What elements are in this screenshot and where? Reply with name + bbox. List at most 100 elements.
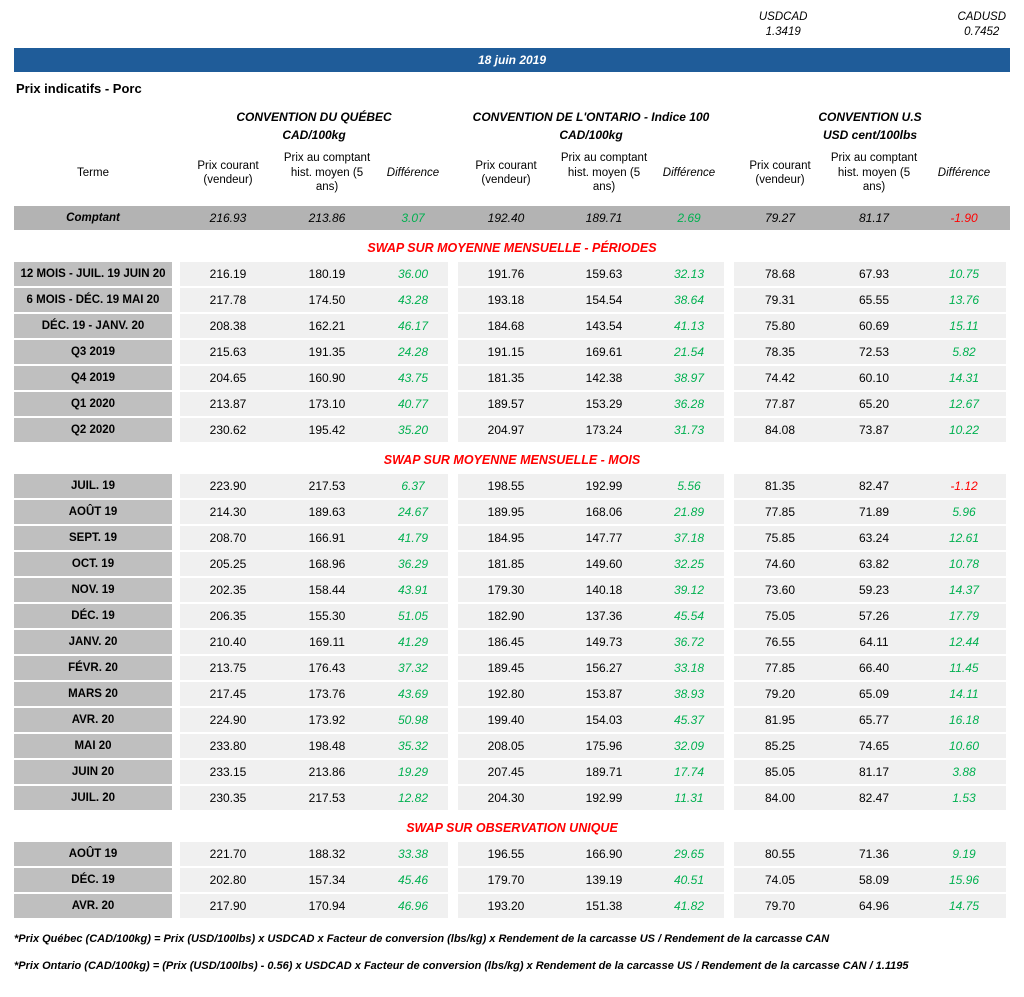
difference-cell: 32.13 [654,261,724,286]
price-cell: 155.30 [276,603,378,628]
difference-cell: 32.09 [654,733,724,758]
price-cell: 216.93 [209,210,247,225]
column-gap [724,894,734,918]
difference-cell: 33.18 [654,655,724,680]
column-gap [172,656,180,680]
table-row: OCT. 19 205.25 168.96 36.29 181.85 149.60 32.2… [14,551,1010,576]
difference-cell: 17.79 [922,603,1006,628]
price-cell: 84.08 [734,417,826,442]
difference-cell: 14.75 [922,893,1006,918]
cadusd-value: 0.7452 [964,25,1000,38]
table-row: Q2 2020 230.62 195.42 35.20 204.97 173.24 31.7… [14,417,1010,442]
price-cell: 189.71 [585,210,623,225]
price-cell: 180.19 [276,261,378,286]
difference-cell: 14.37 [922,577,1006,602]
column-gap [172,288,180,312]
column-gap [448,708,458,732]
difference-cell: 33.38 [378,841,448,866]
price-cell: 59.23 [826,577,922,602]
difference-cell: 31.73 [654,417,724,442]
section-header: SWAP SUR MOYENNE MENSUELLE - MOIS [14,443,1010,474]
difference-cell: 6.37 [378,473,448,498]
prix-comptant-header: Prix au comptant hist. moyen (5 ans) [554,143,654,202]
group-ontario-title: CONVENTION DE L'ONTARIO - Indice 100 [458,107,724,126]
table-row: NOV. 19 202.35 158.44 43.91 179.30 140.18 39.1… [14,577,1010,602]
column-gap [448,604,458,628]
term-cell: AOÛT 19 [14,841,172,866]
column-gap [448,366,458,390]
difference-cell: 15.11 [922,313,1006,338]
price-cell: 154.03 [554,707,654,732]
difference-cell: 41.29 [378,629,448,654]
price-cell: 193.20 [458,893,554,918]
group-quebec-title: CONVENTION DU QUÉBEC [180,107,448,126]
difference-cell: 43.69 [378,681,448,706]
column-gap [724,734,734,758]
price-cell: 193.18 [458,287,554,312]
term-cell: AVR. 20 [14,707,172,732]
fx-rates: USDCAD 1.3419 CADUSD 0.7452 [14,10,1010,40]
column-gap [172,418,180,442]
difference-cell: 15.96 [922,867,1006,892]
difference-cell: 46.17 [378,313,448,338]
price-cell: 223.90 [180,473,276,498]
price-cell: 166.91 [276,525,378,550]
difference-cell: 45.37 [654,707,724,732]
term-cell: AOÛT 19 [14,499,172,524]
prix-courant-header: Prix courant (vendeur) [458,143,554,202]
price-cell: 181.85 [458,551,554,576]
column-gap [724,526,734,550]
difference-header: Différence [654,143,724,202]
difference-cell: 11.31 [654,785,724,810]
price-cell: 217.53 [276,785,378,810]
table-row: Q4 2019 204.65 160.90 43.75 181.35 142.38 38.9… [14,365,1010,390]
price-cell: 204.65 [180,365,276,390]
column-gap [724,682,734,706]
term-cell: 6 MOIS - DÉC. 19 MAI 20 [14,287,172,312]
column-gap [172,708,180,732]
term-cell: Q4 2019 [14,365,172,390]
price-cell: 191.76 [458,261,554,286]
difference-cell: 35.20 [378,417,448,442]
price-cell: 81.35 [734,473,826,498]
price-cell: 214.30 [180,499,276,524]
cadusd-label: CADUSD [957,11,1006,23]
price-cell: 208.38 [180,313,276,338]
price-cell: 210.40 [180,629,276,654]
difference-cell: 12.82 [378,785,448,810]
table-row: DÉC. 19 206.35 155.30 51.05 182.90 137.36 45.5… [14,603,1010,628]
price-cell: 188.32 [276,841,378,866]
price-cell: 160.90 [276,365,378,390]
column-gap [172,262,180,286]
column-gap [172,786,180,810]
difference-cell: 9.19 [922,841,1006,866]
difference-cell: 19.29 [378,759,448,784]
difference-cell: 5.82 [922,339,1006,364]
price-cell: 76.55 [734,629,826,654]
difference-cell: 10.75 [922,261,1006,286]
term-cell: NOV. 19 [14,577,172,602]
table-row: AOÛT 19 221.70 188.32 33.38 196.55 166.90 29.6… [14,841,1010,866]
term-cell: Q2 2020 [14,417,172,442]
difference-cell: 43.75 [378,365,448,390]
price-cell: 67.93 [826,261,922,286]
price-cell: 156.27 [554,655,654,680]
column-gap [448,262,458,286]
prix-courant-header: Prix courant (vendeur) [734,143,826,202]
price-cell: 213.87 [180,391,276,416]
difference-cell: 32.25 [654,551,724,576]
column-gap [172,552,180,576]
difference-cell: 39.12 [654,577,724,602]
price-cell: 158.44 [276,577,378,602]
price-cell: 192.99 [554,473,654,498]
price-cell: 168.96 [276,551,378,576]
difference-cell: 41.13 [654,313,724,338]
difference-cell: 14.11 [922,681,1006,706]
price-cell: 153.29 [554,391,654,416]
price-cell: 149.60 [554,551,654,576]
price-cell: 65.20 [826,391,922,416]
price-cell: 173.76 [276,681,378,706]
table-row: JUIN 20 233.15 213.86 19.29 207.45 189.71 17.7… [14,759,1010,784]
difference-cell: 38.97 [654,365,724,390]
price-cell: 154.54 [554,287,654,312]
